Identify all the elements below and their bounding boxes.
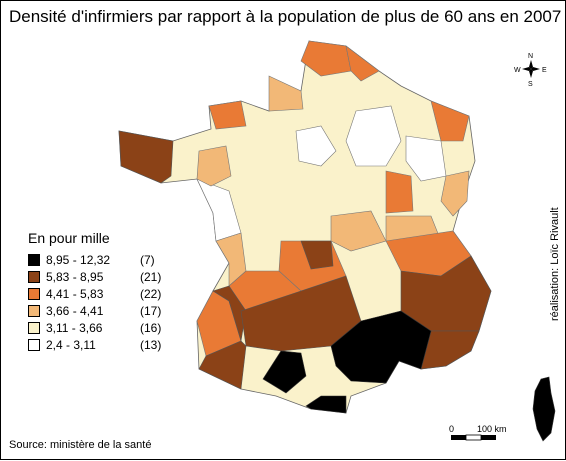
- region-burgundy-south: [330, 210, 387, 252]
- region-alsace-lorraine: [405, 135, 447, 182]
- compass-south: S: [528, 81, 533, 88]
- region-pas-de-calais: [345, 45, 380, 82]
- legend-row: 2,4 - 3,11 (13): [28, 337, 161, 353]
- compass-west: W: [514, 67, 521, 74]
- legend-count: (16): [140, 321, 162, 335]
- region-nord: [300, 40, 352, 77]
- scale-zero-label: 0: [449, 424, 455, 434]
- legend-count: (17): [140, 304, 162, 318]
- legend-row: 4,41 - 5,83 (22): [28, 286, 161, 302]
- legend-swatch: [28, 288, 40, 300]
- region-mayenne: [196, 145, 232, 187]
- map-title: Densité d'infirmiers par rapport à la po…: [9, 7, 562, 26]
- region-gard-herault: [330, 310, 432, 384]
- scale-distance-label: 100 km: [477, 424, 507, 434]
- legend-swatch: [28, 254, 40, 266]
- legend-heading: En pour mille: [28, 230, 110, 246]
- scale-bar: [451, 434, 496, 441]
- legend-count: (13): [140, 338, 162, 352]
- region-ile-de-france: [295, 125, 337, 167]
- legend-range: 3,11 - 3,66: [46, 321, 103, 335]
- legend: En pour mille 8,95 - 12,32 (7) 5,83 - 8,…: [28, 230, 161, 354]
- class-light-orange-regions: [196, 75, 470, 287]
- legend-swatch: [28, 271, 40, 283]
- region-normandy-east: [268, 75, 304, 112]
- region-alsace-south: [440, 170, 470, 217]
- legend-range: 8,95 - 12,32: [46, 253, 111, 267]
- region-champagne: [345, 105, 402, 167]
- region-cantal: [300, 240, 334, 270]
- corsica-island: [532, 376, 556, 442]
- region-pyrenees-orientales: [305, 395, 347, 414]
- class-white-regions: [196, 105, 447, 242]
- compass-east: E: [542, 67, 547, 74]
- legend-range: 3,66 - 4,41: [46, 304, 104, 318]
- region-lorraine: [430, 100, 470, 142]
- legend-range: 5,83 - 8,95: [46, 270, 104, 284]
- region-pyrenees-west: [198, 340, 247, 390]
- author-credit: réalisation: Loïc Rivault: [549, 207, 561, 321]
- legend-row: 3,66 - 4,41 (17): [28, 303, 161, 319]
- legend-count: (21): [140, 270, 162, 284]
- legend-swatch: [28, 322, 40, 334]
- compass-north: N: [528, 53, 533, 60]
- class-black-regions: [262, 310, 432, 414]
- legend-range: 4,41 - 5,83: [46, 287, 104, 301]
- region-burgundy: [385, 170, 414, 214]
- legend-range: 2,4 - 3,11: [46, 338, 96, 352]
- region-manche: [208, 100, 247, 130]
- region-haute-garonne: [262, 350, 307, 394]
- legend-count: (7): [140, 253, 155, 267]
- compass-icon: N S W E: [514, 53, 547, 88]
- source-note: Source: ministère de la santé: [9, 439, 152, 451]
- legend-row: 8,95 - 12,32 (7): [28, 252, 161, 268]
- legend-count: (22): [140, 287, 162, 301]
- class-brown-regions: [118, 130, 492, 390]
- legend-swatch: [28, 305, 40, 317]
- legend-swatch: [28, 339, 40, 351]
- legend-row: 3,11 - 3,66 (16): [28, 320, 161, 336]
- region-finistere: [118, 130, 174, 184]
- legend-row: 5,83 - 8,95 (21): [28, 269, 161, 285]
